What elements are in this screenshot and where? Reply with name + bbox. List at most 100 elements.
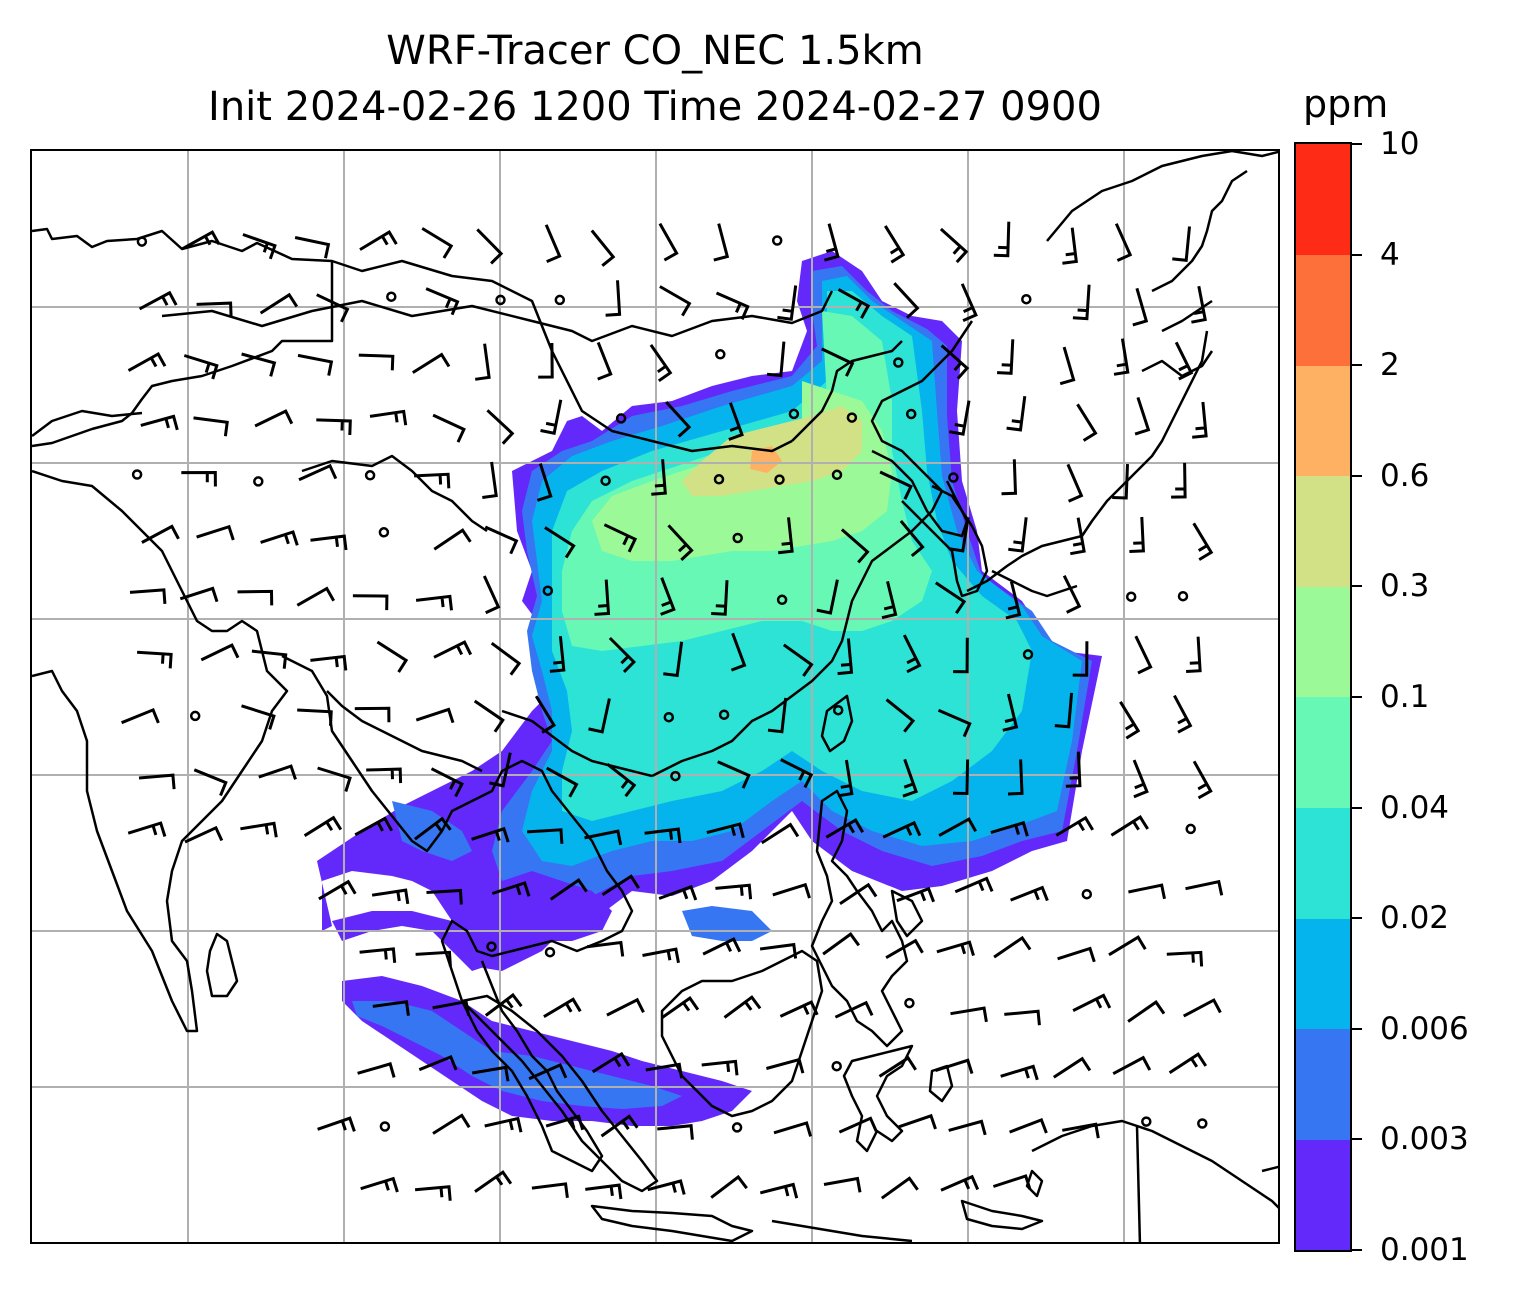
wind-barb [1062, 227, 1078, 265]
calm-wind-marker [542, 585, 554, 596]
calm-wind-marker [379, 1121, 391, 1132]
wind-barb [777, 285, 798, 321]
wind-barb [371, 888, 410, 905]
calm-wind-marker [615, 413, 627, 424]
calm-wind-marker [732, 532, 743, 544]
calm-wind-marker [1141, 1116, 1152, 1127]
map-title-line2: Init 2024-02-26 1200 Time 2024-02-27 090… [208, 84, 1102, 130]
wind-barb [717, 760, 751, 789]
calm-wind-marker [386, 291, 397, 302]
wind-barb [366, 767, 403, 784]
colorbar-tick-label: 0.04 [1380, 789, 1450, 826]
wind-barb [665, 400, 692, 438]
wind-barb [948, 1119, 987, 1136]
wind-barb [1009, 1117, 1048, 1134]
wind-barb [433, 640, 473, 659]
colorbar-segment [1296, 475, 1350, 587]
colorbar-segment [1296, 586, 1350, 698]
wind-barb [608, 636, 637, 673]
wind-barb [1005, 581, 1022, 620]
wind-barbs [121, 221, 1224, 1201]
wind-barb [310, 654, 348, 671]
wind-barb [1173, 694, 1193, 734]
wind-barb [839, 882, 878, 905]
colorbar-segment [1296, 1139, 1350, 1251]
wind-barb [138, 290, 178, 311]
wind-barb [1112, 464, 1129, 500]
wind-barb [1057, 946, 1096, 963]
wind-barb [474, 343, 491, 381]
colorbar-tick [1352, 253, 1362, 256]
wind-barb [430, 767, 464, 798]
wind-barb [1191, 285, 1207, 324]
wind-barb [990, 820, 1029, 837]
wind-barb [241, 352, 277, 377]
wind-barb [538, 342, 554, 379]
wind-barb [482, 461, 498, 499]
wind-barb [360, 1176, 399, 1193]
wind-barb [728, 402, 744, 441]
wind-barb [1134, 396, 1151, 436]
wind-barb [258, 764, 297, 780]
wind-barb [1066, 463, 1084, 503]
wind-barb [354, 706, 391, 723]
wind-barb [1132, 759, 1149, 799]
wind-barb [1054, 692, 1074, 729]
wind-barb [491, 881, 531, 897]
wind-barb [949, 400, 971, 436]
colorbar-tick [1352, 1138, 1362, 1141]
co-concentration-field [317, 251, 1102, 1126]
wind-barb [1134, 635, 1153, 675]
wind-barb [645, 1062, 684, 1079]
wind-barb [316, 418, 352, 436]
wind-barb [759, 942, 798, 959]
wind-barb [316, 293, 350, 323]
wind-barb [1168, 1052, 1208, 1075]
wind-barb [421, 227, 454, 259]
colorbar-tick [1352, 917, 1362, 920]
wind-barb [1110, 815, 1149, 837]
colorbar-tick [1352, 696, 1362, 698]
calm-wind-marker [364, 470, 376, 481]
wind-barb [414, 472, 451, 489]
calm-wind-marker [663, 711, 675, 723]
calm-wind-marker [1081, 888, 1093, 900]
calm-wind-marker [905, 408, 917, 420]
wind-barb [878, 1055, 917, 1078]
wind-barb [824, 223, 840, 262]
wind-barb [837, 288, 871, 319]
wind-barb [588, 698, 611, 734]
colorbar-tick [1352, 1027, 1362, 1030]
wind-barb [644, 827, 682, 844]
colorbar-tick [1352, 364, 1362, 367]
wind-barb [992, 1174, 1032, 1190]
wind-barb [357, 1062, 396, 1078]
calm-wind-marker [189, 710, 201, 722]
wind-barb [544, 224, 562, 263]
wind-barb [939, 227, 969, 264]
wind-barb [590, 229, 616, 267]
wind-barb [884, 225, 906, 264]
wind-barb [127, 351, 167, 372]
colorbar-segment [1296, 807, 1350, 919]
wind-barb [934, 581, 967, 615]
calm-wind-marker [948, 472, 959, 483]
wind-barb [591, 1051, 631, 1074]
calm-wind-marker [544, 946, 556, 958]
wind-barb [240, 821, 278, 838]
wind-barb [594, 579, 611, 616]
wind-barb [936, 940, 975, 957]
wind-barb [184, 825, 224, 844]
wind-barb [489, 752, 512, 788]
calm-wind-marker [378, 527, 390, 538]
wind-barb [584, 829, 623, 846]
wind-barb [1185, 879, 1224, 896]
calm-wind-marker [600, 475, 611, 486]
wind-barb [549, 878, 588, 901]
wind-barb [993, 221, 1011, 258]
wind-barb [531, 1182, 569, 1198]
wind-barb [658, 222, 679, 262]
wind-barb [893, 282, 920, 319]
wind-barb [415, 950, 452, 967]
wind-barb [954, 876, 994, 894]
